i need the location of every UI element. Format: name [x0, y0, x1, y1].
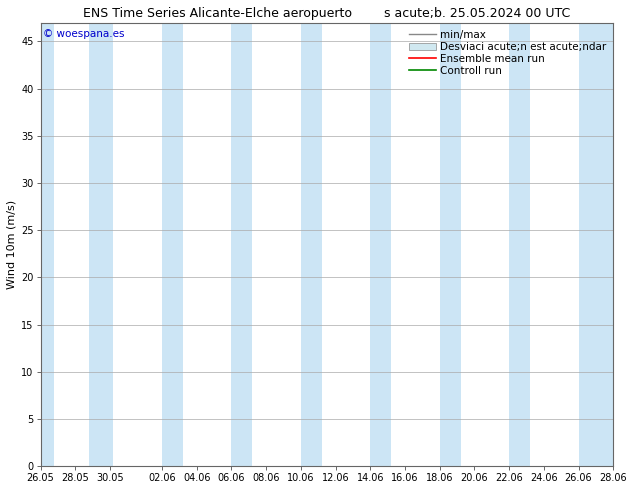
Legend: min/max, Desviaci acute;n est acute;ndar, Ensemble mean run, Controll run: min/max, Desviaci acute;n est acute;ndar…: [408, 28, 608, 78]
Bar: [579, 23, 613, 466]
Bar: [41, 23, 55, 466]
Bar: [89, 23, 113, 466]
Bar: [370, 23, 391, 466]
Bar: [162, 23, 183, 466]
Bar: [301, 23, 321, 466]
Bar: [509, 23, 530, 466]
Bar: [440, 23, 460, 466]
Y-axis label: Wind 10m (m/s): Wind 10m (m/s): [7, 200, 17, 289]
Bar: [231, 23, 252, 466]
Text: © woespana.es: © woespana.es: [43, 29, 125, 39]
Title: ENS Time Series Alicante-Elche aeropuerto        s acute;b. 25.05.2024 00 UTC: ENS Time Series Alicante-Elche aeropuert…: [83, 7, 571, 20]
